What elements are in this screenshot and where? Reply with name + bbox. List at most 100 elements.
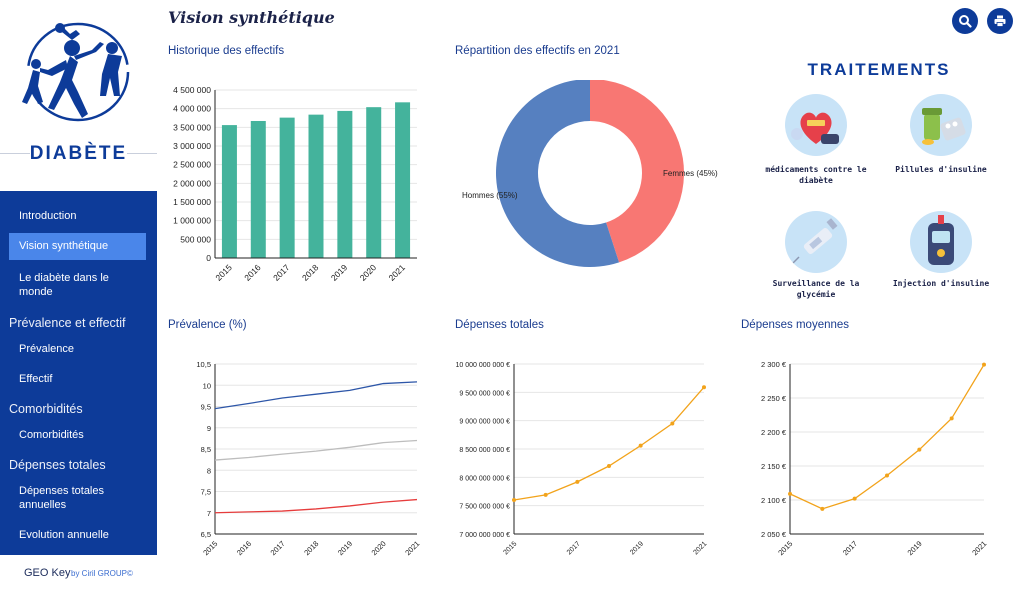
print-button[interactable] <box>987 8 1013 34</box>
data-point <box>638 443 643 448</box>
y-tick-label: 1 000 000 <box>173 216 211 226</box>
x-tick-label: 2017 <box>271 262 292 283</box>
y-tick-label: 500 000 <box>180 234 211 244</box>
chart-title-repartition: Répartition des effectifs en 2021 <box>455 45 620 57</box>
page-title: Vision synthétique <box>168 8 335 27</box>
y-tick-label: 3 000 000 <box>173 141 211 151</box>
treatment-label-surveillance: Surveillance de la glycémie <box>772 279 860 299</box>
y-tick-label: 2 250 € <box>761 394 787 403</box>
y-tick-label: 1 500 000 <box>173 197 211 207</box>
x-tick-label: 2017 <box>841 539 859 557</box>
treatment-label-medicaments: médicaments contre le diabète <box>765 165 867 185</box>
y-tick-label: 10,5 <box>196 360 211 369</box>
search-icon <box>959 15 972 28</box>
bar <box>395 102 411 258</box>
x-tick-label: 2019 <box>336 539 354 557</box>
data-point <box>917 447 922 452</box>
x-tick-label: 2015 <box>502 540 518 556</box>
x-tick-label: 2017 <box>269 539 287 557</box>
bar <box>366 107 382 258</box>
bar <box>337 110 353 258</box>
data-point <box>575 479 580 484</box>
x-tick-label: 2016 <box>235 539 253 557</box>
y-tick-label: 4 000 000 <box>173 104 211 114</box>
y-tick-label: 9 000 000 000 € <box>459 419 510 426</box>
series-line <box>214 498 418 514</box>
data-point <box>788 491 792 496</box>
y-tick-label: 2 000 000 <box>173 178 211 188</box>
y-tick-label: 10 <box>203 381 211 390</box>
data-point <box>512 498 516 502</box>
depenses-totales-line-chart: 7 000 000 000 € 7 500 000 000 € 8 000 000 … <box>456 362 709 556</box>
pill-bottle-icon <box>910 94 972 156</box>
effectifs-bar-chart: 0 500 000 1 000 000 1 500 000 2 000 000 2 500… <box>173 85 417 283</box>
y-tick-label: 2 200 € <box>761 428 787 437</box>
x-tick-label: 2020 <box>370 539 388 557</box>
data-point <box>607 464 611 468</box>
bar <box>308 114 324 258</box>
nav-item-evolution-annuelle[interactable]: Evolution annuelle <box>19 529 109 541</box>
x-tick-label: 2019 <box>629 540 645 556</box>
treatment-label-pillules: Pillules d'insuline <box>895 165 987 174</box>
data-point <box>982 362 986 367</box>
y-tick-label: 2 150 € <box>761 462 787 471</box>
sidebar-nav: Introduction Vision synthétique Le diabè… <box>0 191 157 555</box>
y-tick-label: 2 050 € <box>761 530 787 539</box>
x-tick-label: 2021 <box>387 262 408 283</box>
y-tick-label: 8 000 000 000 € <box>459 475 510 482</box>
depenses-moyennes-line-chart: 2 050 € 2 100 € 2 150 € 2 200 € 2 250 € 2 300… <box>761 360 988 557</box>
y-tick-label: 8,5 <box>201 445 211 454</box>
y-tick-label: 2 500 000 <box>173 160 211 170</box>
data-point <box>852 496 857 501</box>
slice-label: Hommes (55%) <box>462 191 518 200</box>
nav-item-prevalence[interactable]: Prévalence <box>19 343 75 355</box>
x-tick-label: 2015 <box>201 539 219 557</box>
chart-title-depenses-totales: Dépenses totales <box>455 319 544 331</box>
x-tick-label: 2021 <box>970 539 988 557</box>
nav-section-depenses: Dépenses totales <box>9 458 106 472</box>
bar <box>279 117 295 258</box>
brand-divider-left <box>0 153 30 154</box>
y-tick-label: 9 <box>207 424 211 433</box>
x-tick-label: 2017 <box>566 540 582 556</box>
y-tick-label: 9 500 000 000 € <box>459 390 510 397</box>
nav-item-introduction[interactable]: Introduction <box>19 210 77 222</box>
slice-label: Femmes (45%) <box>663 169 718 178</box>
series-line <box>513 386 705 501</box>
donut-slice <box>590 80 684 263</box>
bar <box>250 120 266 258</box>
footer-credit[interactable]: by Ciril GROUP© <box>71 569 133 578</box>
x-tick-label: 2019 <box>329 262 350 283</box>
brand-divider-right <box>127 153 157 154</box>
y-tick-label: 9,5 <box>201 403 211 412</box>
x-tick-label: 2018 <box>302 539 320 557</box>
x-tick-label: 2018 <box>300 262 321 283</box>
data-point <box>543 492 548 497</box>
donut-slice <box>496 80 620 267</box>
nav-item-effectif[interactable]: Effectif <box>19 373 53 385</box>
y-tick-label: 4 500 000 <box>173 85 211 95</box>
series-line <box>214 439 418 461</box>
y-tick-label: 7 <box>207 509 211 518</box>
nav-item-comorbidites[interactable]: Comorbidités <box>19 429 84 441</box>
x-tick-label: 2016 <box>242 262 263 283</box>
y-tick-label: 7,5 <box>201 488 211 497</box>
y-tick-label: 3 500 000 <box>173 122 211 132</box>
y-tick-label: 10 000 000 000 € <box>456 362 511 369</box>
y-tick-label: 7 500 000 000 € <box>459 504 510 511</box>
nav-item-vision-synthetique[interactable]: Vision synthétique <box>9 233 146 260</box>
data-point <box>885 473 889 478</box>
sidebar-footer: GEO Key by Ciril GROUP© <box>0 555 157 592</box>
series-line <box>789 364 985 510</box>
prevalence-line-chart: 6,5 7 7,5 8 8,5 9 9,5 10 10,5 2015 2016 2017 2018 201… <box>196 360 421 557</box>
nav-item-depenses-annuelles[interactable]: Dépenses totales annuelles <box>19 485 104 511</box>
nav-item-diabete-monde[interactable]: Le diabète dans le monde <box>19 272 109 298</box>
syringe-icon <box>785 211 847 273</box>
y-tick-label: 7 000 000 000 € <box>459 532 510 539</box>
y-tick-label: 0 <box>206 253 211 263</box>
data-point <box>702 385 706 390</box>
treatments-title: TRAITEMENTS <box>807 60 951 79</box>
series-line <box>214 381 418 410</box>
search-button[interactable] <box>952 8 978 34</box>
brand-name: DIABÈTE <box>29 143 128 164</box>
